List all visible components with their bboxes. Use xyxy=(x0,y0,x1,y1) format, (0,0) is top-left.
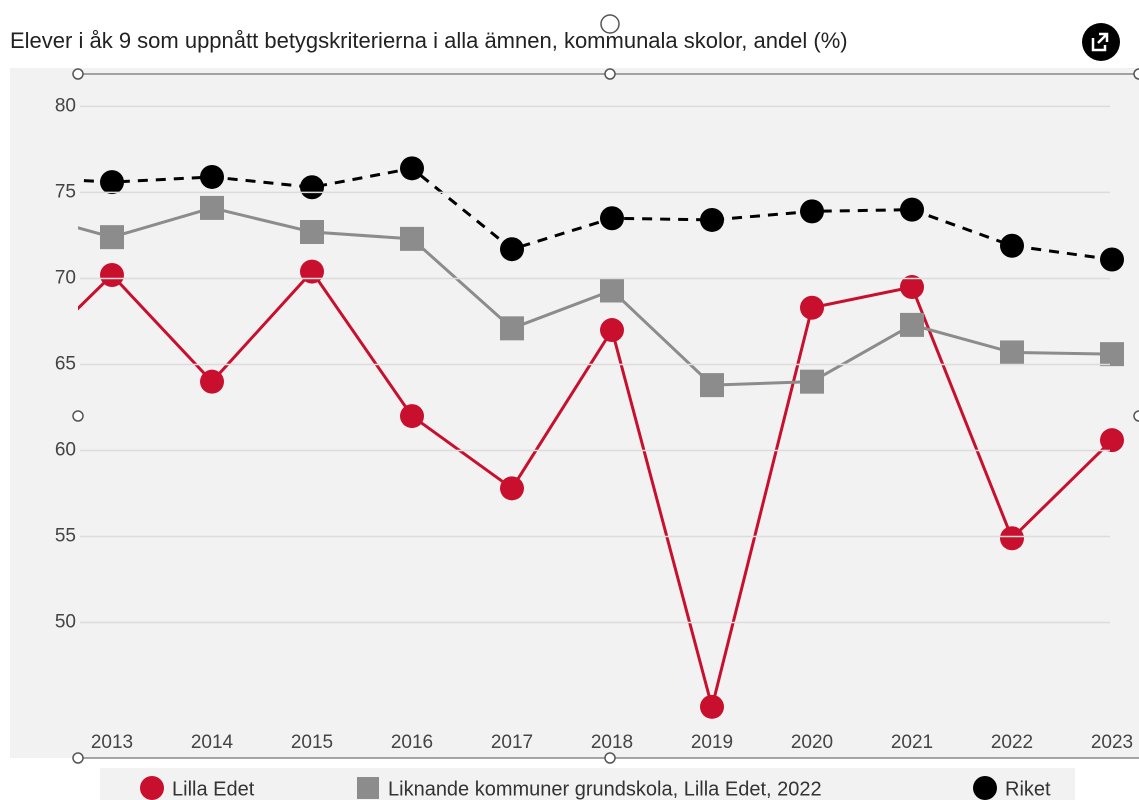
marker xyxy=(600,206,624,231)
marker xyxy=(1000,526,1024,551)
x-tick-label: 2018 xyxy=(591,732,633,753)
y-tick-label: 80 xyxy=(55,95,76,116)
chart-title: Elever i åk 9 som uppnått betygskriterie… xyxy=(10,28,848,53)
marker xyxy=(300,259,324,284)
marker xyxy=(700,694,724,719)
plot xyxy=(78,156,1124,719)
marker xyxy=(1000,340,1024,365)
marker xyxy=(900,275,924,300)
marker xyxy=(900,312,924,337)
marker xyxy=(200,195,224,220)
marker xyxy=(200,164,224,189)
marker xyxy=(900,197,924,222)
marker xyxy=(500,476,524,501)
marker xyxy=(1100,428,1124,453)
x-tick-label: 2013 xyxy=(91,732,133,753)
marker xyxy=(800,199,824,224)
marker xyxy=(500,237,524,262)
marker xyxy=(700,373,724,398)
legend-marker xyxy=(357,777,379,799)
marker xyxy=(700,207,724,232)
series-line xyxy=(78,166,1113,262)
x-tick-label: 2016 xyxy=(391,732,433,753)
marker xyxy=(400,226,424,251)
selection-frame xyxy=(72,14,1139,764)
marker xyxy=(800,295,824,320)
marker xyxy=(500,316,524,341)
marker xyxy=(400,404,424,429)
series-line xyxy=(78,206,1113,387)
marker xyxy=(1100,247,1124,272)
marker xyxy=(400,156,424,181)
x-tick-label: 2019 xyxy=(691,732,733,753)
legend-marker xyxy=(973,776,997,800)
marker xyxy=(600,318,624,343)
x-tick-label: 2021 xyxy=(891,732,933,753)
marker xyxy=(1000,233,1024,258)
plot-background xyxy=(10,68,1139,758)
x-tick-label: 2017 xyxy=(491,732,533,753)
marker xyxy=(600,278,624,303)
y-tick-label: 65 xyxy=(55,353,76,374)
x-tick-label: 2014 xyxy=(191,732,234,753)
external-link-button[interactable] xyxy=(1082,23,1120,61)
marker xyxy=(1100,342,1124,367)
y-tick-label: 70 xyxy=(55,267,76,288)
legend-background xyxy=(100,768,1075,800)
marker xyxy=(300,175,324,200)
x-tick-label: 2020 xyxy=(791,732,833,753)
marker xyxy=(100,170,124,195)
x-tick-label: 2022 xyxy=(991,732,1033,753)
y-tick-label: 60 xyxy=(55,440,76,461)
marker xyxy=(800,369,824,394)
legend-marker xyxy=(140,776,164,800)
legend-label: Liknande kommuner grundskola, Lilla Edet… xyxy=(388,778,822,800)
marker xyxy=(100,225,124,250)
legend-label: Riket xyxy=(1005,778,1051,800)
y-tick-label: 55 xyxy=(55,526,76,547)
y-tick-label: 50 xyxy=(55,612,76,633)
y-tick-label: 75 xyxy=(55,181,76,202)
x-tick-label: 2015 xyxy=(291,732,333,753)
x-tick-label: 2023 xyxy=(1091,732,1133,753)
marker xyxy=(100,263,124,288)
marker xyxy=(300,219,324,244)
legend-label: Lilla Edet xyxy=(172,778,255,800)
marker xyxy=(200,369,224,394)
